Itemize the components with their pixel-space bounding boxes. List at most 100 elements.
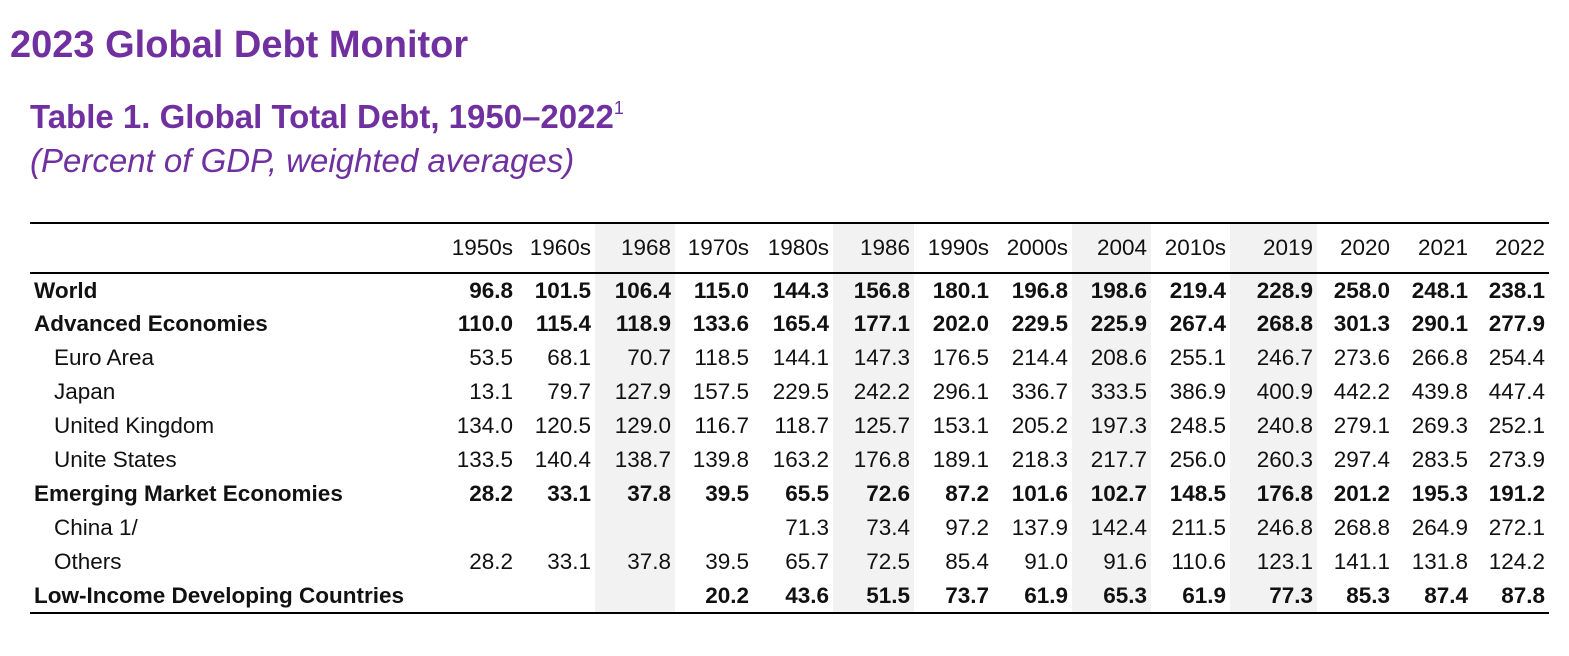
row-label: United Kingdom <box>54 413 215 438</box>
table-row: World 96.8 101.5 106.4 115.0 144.3 156.8 180.1 1… <box>30 273 1549 307</box>
table-cell: 118.7 <box>774 413 829 438</box>
table-cell: 238.1 <box>1488 277 1545 303</box>
table-cell: 91.6 <box>1072 545 1151 579</box>
table-cell: 225.9 <box>1072 307 1151 341</box>
table-cell: 229.5 <box>772 379 829 404</box>
table-cell: 229.5 <box>1011 311 1068 336</box>
table-cell: 144.3 <box>772 277 829 303</box>
table-cell: 102.7 <box>1072 477 1151 511</box>
table-cell: 101.5 <box>534 277 591 303</box>
table-cell: 134.0 <box>456 413 513 438</box>
table-cell: 137.9 <box>1011 515 1068 540</box>
table-cell: 115.4 <box>535 311 591 336</box>
table-cell: 195.3 <box>1411 481 1468 506</box>
table-row: Emerging Market Economies 28.2 33.1 37.8 39.… <box>30 477 1549 511</box>
table-cell: 191.2 <box>1488 481 1545 506</box>
table-cell: 148.5 <box>1169 481 1226 506</box>
row-label: Advanced Economies <box>34 311 268 336</box>
table-cell: 163.2 <box>772 447 829 472</box>
table-row: Low-Income Developing Countries 20.2 43.6 5… <box>30 579 1549 614</box>
table-cell: 197.3 <box>1072 409 1151 443</box>
table-cell: 273.9 <box>1488 447 1545 472</box>
table-cell: 110.0 <box>457 311 513 336</box>
table-cell: 96.8 <box>469 277 513 303</box>
table-cell <box>595 579 675 614</box>
column-header: 2000s <box>993 222 1072 274</box>
row-label: Low-Income Developing Countries <box>30 579 445 614</box>
table-cell: 176.8 <box>1230 477 1317 511</box>
column-header: 1950s <box>445 222 517 274</box>
table-cell: 256.0 <box>1169 447 1226 472</box>
table-cell: 72.6 <box>833 477 914 511</box>
table-cell: 153.1 <box>932 413 989 438</box>
table-cell: 301.3 <box>1333 311 1390 336</box>
table-cell: 72.5 <box>833 545 914 579</box>
table-cell: 279.1 <box>1333 413 1390 438</box>
table-cell: 165.4 <box>772 311 829 336</box>
table-cell: 242.2 <box>833 375 914 409</box>
table-cell: 87.8 <box>1472 579 1549 614</box>
table-cell: 140.4 <box>534 447 591 472</box>
column-header: 2010s <box>1151 222 1230 274</box>
table-row: Unite States 133.5 140.4 138.7 139.8 163.2 176… <box>30 443 1549 477</box>
table-cell: 266.8 <box>1411 345 1468 370</box>
table-cell: 180.1 <box>932 277 989 303</box>
table-cell: 144.1 <box>772 345 829 370</box>
table-title: Table 1. Global Total Debt, 1950–20221 <box>30 98 624 136</box>
table-cell: 447.4 <box>1488 379 1545 404</box>
table-cell: 85.3 <box>1317 579 1394 614</box>
table-cell: 228.9 <box>1230 273 1317 307</box>
column-header: 1986 <box>833 222 914 274</box>
debt-table-container: 1950s 1960s 1968 1970s 1980s 1986 1990s 2000s 20… <box>30 222 1549 614</box>
table-cell: 77.3 <box>1230 579 1317 614</box>
table-cell: 73.7 <box>914 579 993 614</box>
table-cell: 73.4 <box>833 511 914 545</box>
table-footnote-mark: 1 <box>613 98 624 118</box>
table-cell: 202.0 <box>932 311 989 336</box>
table-cell: 39.5 <box>705 481 749 506</box>
table-cell: 246.8 <box>1230 511 1317 545</box>
table-cell <box>675 511 753 545</box>
table-cell: 260.3 <box>1230 443 1317 477</box>
row-label: Japan <box>54 379 116 404</box>
table-cell: 283.5 <box>1411 447 1468 472</box>
table-cell: 139.8 <box>692 447 749 472</box>
table-cell: 217.7 <box>1072 443 1151 477</box>
table-cell: 297.4 <box>1333 447 1390 472</box>
table-cell: 110.6 <box>1171 549 1226 574</box>
table-cell: 53.5 <box>469 345 513 370</box>
table-cell: 211.5 <box>1171 515 1226 540</box>
table-cell: 101.6 <box>1011 481 1068 506</box>
row-label: Euro Area <box>54 345 155 370</box>
table-cell: 142.4 <box>1072 511 1151 545</box>
column-header: 2022 <box>1472 222 1549 274</box>
table-cell: 133.6 <box>692 311 749 336</box>
table-cell: 61.9 <box>993 579 1072 614</box>
table-cell: 115.0 <box>693 277 749 303</box>
table-cell: 71.3 <box>785 515 829 540</box>
table-cell: 176.8 <box>833 443 914 477</box>
table-cell: 240.8 <box>1230 409 1317 443</box>
table-cell: 147.3 <box>833 341 914 375</box>
table-cell: 252.1 <box>1488 413 1545 438</box>
table-cell: 269.3 <box>1411 413 1468 438</box>
row-label: Others <box>54 549 122 574</box>
table-cell: 118.9 <box>595 307 675 341</box>
table-cell: 248.5 <box>1169 413 1226 438</box>
table-cell: 91.0 <box>1024 549 1068 574</box>
table-cell: 68.1 <box>547 345 591 370</box>
table-cell: 33.1 <box>547 549 591 574</box>
table-cell: 400.9 <box>1230 375 1317 409</box>
table-cell: 133.5 <box>456 447 513 472</box>
table-cell: 141.1 <box>1333 549 1390 574</box>
table-cell: 219.4 <box>1169 277 1226 303</box>
table-row: Advanced Economies 110.0 115.4 118.9 133.6 16… <box>30 307 1549 341</box>
table-cell: 125.7 <box>833 409 914 443</box>
table-cell: 267.4 <box>1169 311 1226 336</box>
table-cell <box>517 579 595 614</box>
table-cell: 272.1 <box>1488 515 1545 540</box>
table-cell: 218.3 <box>1011 447 1068 472</box>
row-label: China 1/ <box>54 515 138 540</box>
table-header-row: 1950s 1960s 1968 1970s 1980s 1986 1990s 2000s 20… <box>30 222 1549 274</box>
table-cell: 189.1 <box>932 447 989 472</box>
